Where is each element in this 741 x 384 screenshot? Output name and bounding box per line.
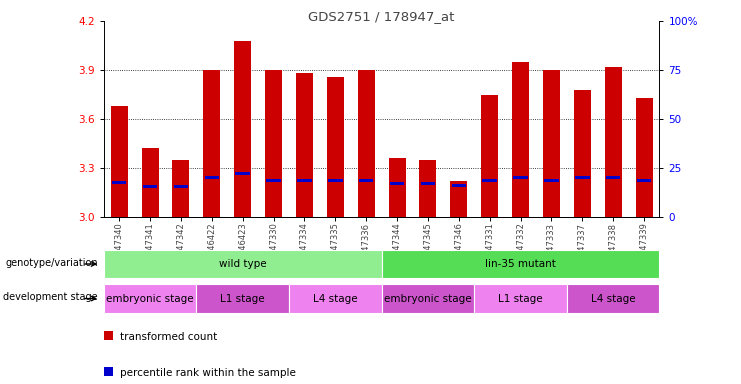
Bar <box>289 284 382 313</box>
Text: percentile rank within the sample: percentile rank within the sample <box>120 368 296 378</box>
Text: wild type: wild type <box>219 259 267 269</box>
Bar <box>104 250 382 278</box>
Text: L1 stage: L1 stage <box>498 293 543 304</box>
Bar <box>112 181 127 184</box>
Bar <box>605 67 622 217</box>
Bar <box>173 160 190 217</box>
Bar <box>297 179 312 182</box>
Bar <box>358 70 375 217</box>
Text: GDS2751 / 178947_at: GDS2751 / 178947_at <box>308 10 455 23</box>
Bar <box>606 175 620 179</box>
Text: L1 stage: L1 stage <box>220 293 265 304</box>
Bar <box>474 284 567 313</box>
Text: transformed count: transformed count <box>120 332 217 342</box>
Bar <box>234 41 251 217</box>
Bar <box>205 175 219 179</box>
Text: embryonic stage: embryonic stage <box>384 293 472 304</box>
Bar <box>110 106 127 217</box>
Bar <box>637 179 651 182</box>
Bar <box>636 98 653 217</box>
Bar <box>359 179 373 182</box>
Bar <box>142 149 159 217</box>
Bar <box>296 73 313 217</box>
Text: L4 stage: L4 stage <box>313 293 358 304</box>
Text: embryonic stage: embryonic stage <box>106 293 194 304</box>
Bar <box>419 160 436 217</box>
Bar <box>514 175 528 179</box>
Bar <box>575 175 590 179</box>
Text: development stage: development stage <box>4 292 98 302</box>
Bar <box>451 181 468 217</box>
Bar <box>567 284 659 313</box>
Bar <box>266 179 281 182</box>
Text: genotype/variation: genotype/variation <box>5 258 98 268</box>
Bar <box>328 179 342 182</box>
Text: lin-35 mutant: lin-35 mutant <box>485 259 556 269</box>
Bar <box>173 185 188 189</box>
Bar <box>203 70 220 217</box>
Bar <box>382 250 659 278</box>
Bar <box>390 182 405 185</box>
Bar <box>104 284 196 313</box>
Bar <box>481 94 498 217</box>
Bar <box>421 182 435 185</box>
Bar <box>382 284 474 313</box>
Bar <box>512 62 529 217</box>
Text: L4 stage: L4 stage <box>591 293 636 304</box>
Bar <box>482 179 497 182</box>
Bar <box>388 158 405 217</box>
Bar <box>543 70 560 217</box>
Bar <box>327 77 344 217</box>
Bar <box>451 184 466 187</box>
Bar <box>143 185 157 189</box>
Bar <box>265 70 282 217</box>
Bar <box>544 179 559 182</box>
Bar <box>196 284 289 313</box>
Bar <box>236 172 250 175</box>
Bar <box>574 90 591 217</box>
